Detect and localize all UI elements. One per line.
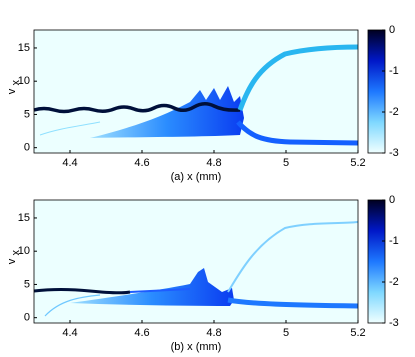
y-tick-label: 5 bbox=[24, 108, 30, 120]
x-tick-label: 5.2 bbox=[350, 327, 365, 339]
y-tick-label: 0 bbox=[24, 312, 30, 324]
colorbar-tick-label: -3 bbox=[389, 317, 399, 329]
x-tick-label: 5.2 bbox=[350, 157, 365, 169]
density-b bbox=[33, 200, 359, 323]
colorbar-tick-label: 0 bbox=[389, 24, 395, 36]
colorbar-tick-label: -2 bbox=[389, 276, 399, 288]
x-axis-label: (a) x (mm) bbox=[171, 171, 222, 183]
y-axis-label-main: v bbox=[6, 88, 18, 94]
y-tick-label: 10 bbox=[18, 245, 30, 257]
plot-frame bbox=[33, 199, 359, 324]
y-axis-label-main: v bbox=[6, 258, 18, 264]
x-tick-label: 4.6 bbox=[134, 157, 149, 169]
plot-frame bbox=[33, 29, 359, 154]
colorbar-tick-label: -1 bbox=[389, 65, 399, 77]
colorbar-tick-label: -1 bbox=[389, 235, 399, 247]
x-tick-label: 4.4 bbox=[62, 327, 77, 339]
y-tick-label: 15 bbox=[18, 212, 30, 224]
y-axis-label: vx bbox=[6, 250, 22, 265]
y-tick-label: 15 bbox=[18, 42, 30, 54]
y-tick-label: 10 bbox=[18, 75, 30, 87]
y-axis-label-sub: x bbox=[10, 250, 22, 256]
y-axis-label-sub: x bbox=[10, 80, 22, 86]
y-tick-label: 5 bbox=[24, 278, 30, 290]
x-tick-label: 4.8 bbox=[206, 327, 221, 339]
density-a bbox=[33, 30, 359, 153]
x-tick-label: 4.4 bbox=[62, 157, 77, 169]
x-tick-label: 4.6 bbox=[134, 327, 149, 339]
y-tick-label: 0 bbox=[24, 142, 30, 154]
colorbar bbox=[367, 199, 386, 324]
x-tick-label: 4.8 bbox=[206, 157, 221, 169]
y-axis-label: vx bbox=[6, 80, 22, 95]
colorbar-tick-label: 0 bbox=[389, 194, 395, 206]
colorbar-tick-label: -3 bbox=[389, 147, 399, 159]
colorbar-tick-label: -2 bbox=[389, 106, 399, 118]
x-axis-label: (b) x (mm) bbox=[171, 341, 222, 353]
colorbar bbox=[367, 29, 386, 154]
x-tick-label: 5 bbox=[283, 157, 289, 169]
x-tick-label: 5 bbox=[283, 327, 289, 339]
